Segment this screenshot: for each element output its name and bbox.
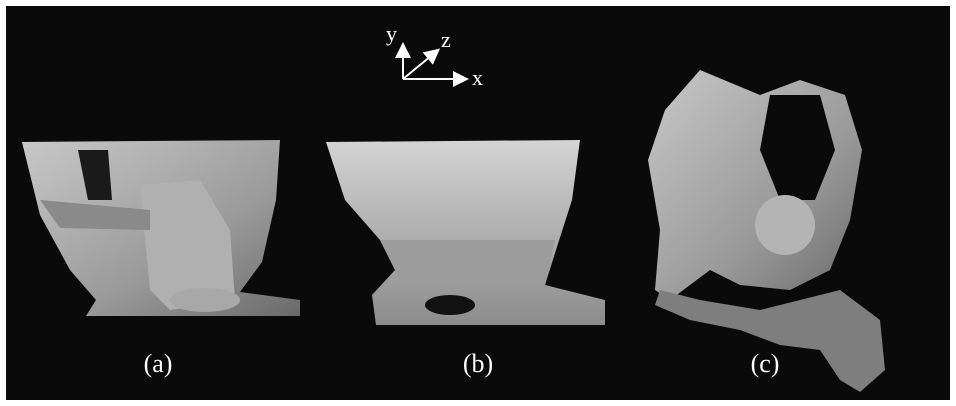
- panel-caption: (a): [144, 349, 173, 378]
- panel-caption: (b): [463, 349, 493, 378]
- figure: y z x (a) (b) (c): [0, 0, 956, 406]
- axis-label: x: [472, 65, 483, 90]
- axis-label: z: [441, 27, 451, 52]
- axis-label: y: [386, 21, 397, 46]
- panel-caption: (c): [751, 349, 780, 378]
